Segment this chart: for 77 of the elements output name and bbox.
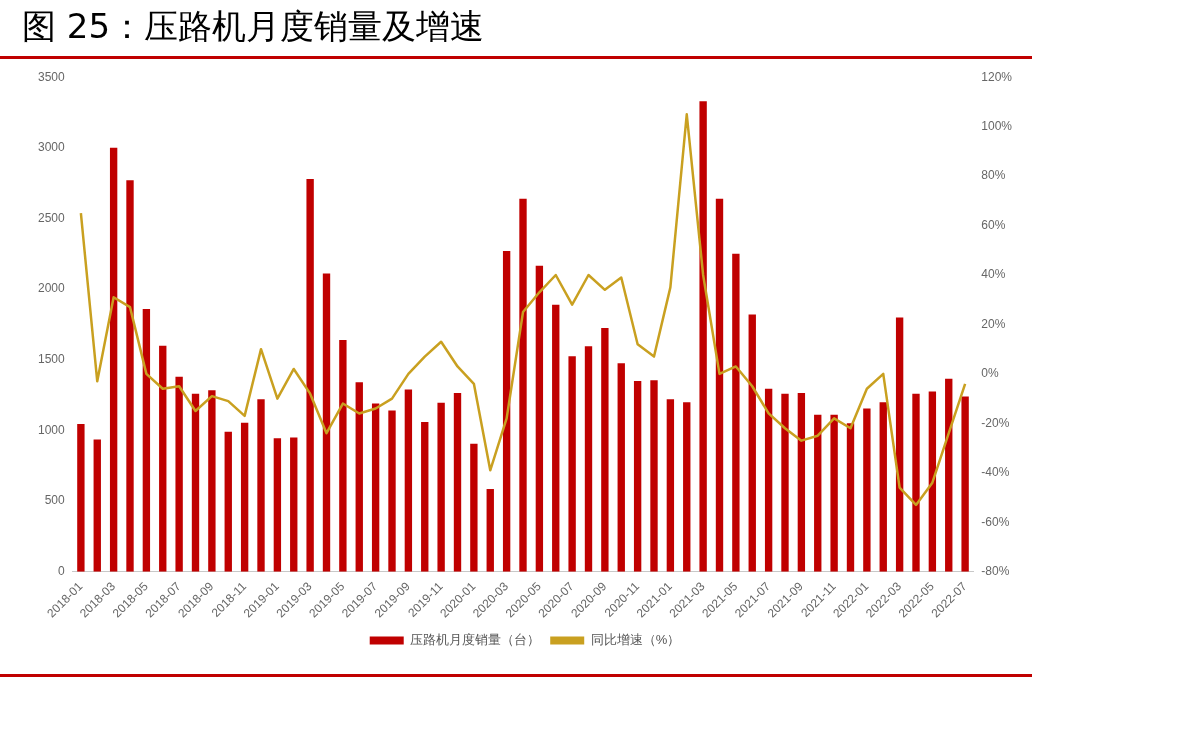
bar bbox=[715, 198, 724, 572]
bar bbox=[601, 327, 609, 572]
bar bbox=[404, 389, 413, 572]
bar bbox=[617, 363, 625, 572]
bar bbox=[453, 392, 462, 572]
bar bbox=[863, 408, 871, 572]
bar bbox=[846, 423, 855, 572]
bar bbox=[633, 380, 642, 572]
bar bbox=[437, 402, 445, 572]
bar bbox=[928, 391, 937, 572]
bar bbox=[306, 178, 314, 572]
y2-tick-label: 0% bbox=[981, 366, 999, 381]
bar bbox=[748, 314, 756, 572]
chart-title: 图 25：压路机月度销量及增速 bbox=[22, 5, 485, 48]
bar bbox=[568, 356, 576, 572]
bar bbox=[322, 273, 331, 572]
bar bbox=[650, 380, 658, 572]
y-tick-label: 0 bbox=[58, 563, 66, 578]
bar bbox=[830, 414, 838, 572]
bar bbox=[257, 399, 265, 572]
bar bbox=[273, 438, 282, 572]
legend-label: 同比增速（%） bbox=[590, 632, 681, 648]
bar bbox=[159, 345, 167, 572]
bar bbox=[224, 431, 232, 572]
y2-tick-label: 40% bbox=[981, 267, 1006, 282]
bar bbox=[764, 388, 773, 572]
bar bbox=[895, 317, 904, 572]
y2-tick-label: 80% bbox=[981, 168, 1006, 183]
y2-tick-label: -60% bbox=[981, 514, 1010, 529]
bar bbox=[502, 250, 511, 572]
y-tick-label: 500 bbox=[44, 493, 66, 508]
bar bbox=[797, 392, 806, 572]
bar bbox=[486, 489, 494, 572]
bar bbox=[535, 265, 544, 572]
bar bbox=[421, 421, 429, 572]
bar bbox=[732, 253, 740, 572]
bar bbox=[371, 403, 380, 572]
y-tick-label: 1500 bbox=[37, 352, 66, 367]
y2-tick-label: -80% bbox=[981, 563, 1010, 578]
bar bbox=[208, 390, 216, 572]
y2-tick-label: 120% bbox=[981, 69, 1013, 84]
bar bbox=[945, 378, 953, 572]
bar bbox=[175, 376, 183, 572]
y-tick-label: 1000 bbox=[37, 422, 66, 437]
bar bbox=[191, 393, 200, 572]
bar bbox=[879, 402, 887, 572]
bar bbox=[240, 422, 249, 572]
y-tick-label: 3000 bbox=[37, 140, 66, 155]
bar bbox=[93, 439, 101, 572]
bar bbox=[961, 396, 969, 572]
y-tick-label: 3500 bbox=[37, 69, 66, 84]
bar bbox=[519, 198, 527, 572]
bar bbox=[814, 414, 822, 572]
bar bbox=[290, 437, 298, 572]
bar bbox=[339, 339, 347, 572]
y-tick-label: 2000 bbox=[37, 281, 66, 296]
bar bbox=[126, 180, 134, 572]
y2-tick-label: 20% bbox=[981, 316, 1006, 331]
y-tick-label: 2500 bbox=[37, 210, 66, 225]
bar bbox=[470, 443, 478, 572]
bar bbox=[666, 399, 675, 572]
y2-tick-label: 60% bbox=[981, 217, 1006, 232]
bar bbox=[142, 308, 151, 572]
bar bbox=[584, 346, 593, 572]
bar bbox=[388, 410, 396, 572]
bar bbox=[699, 101, 707, 572]
bar bbox=[77, 424, 85, 572]
y2-tick-label: 100% bbox=[981, 118, 1013, 133]
bar bbox=[683, 402, 691, 572]
bar bbox=[912, 393, 920, 572]
y2-tick-label: -20% bbox=[981, 415, 1010, 430]
bar bbox=[355, 382, 363, 572]
bar bbox=[552, 304, 560, 572]
bar bbox=[109, 147, 118, 572]
legend-label: 压路机月度销量（台） bbox=[410, 632, 541, 648]
y2-tick-label: -40% bbox=[981, 465, 1010, 480]
bar bbox=[781, 393, 789, 572]
